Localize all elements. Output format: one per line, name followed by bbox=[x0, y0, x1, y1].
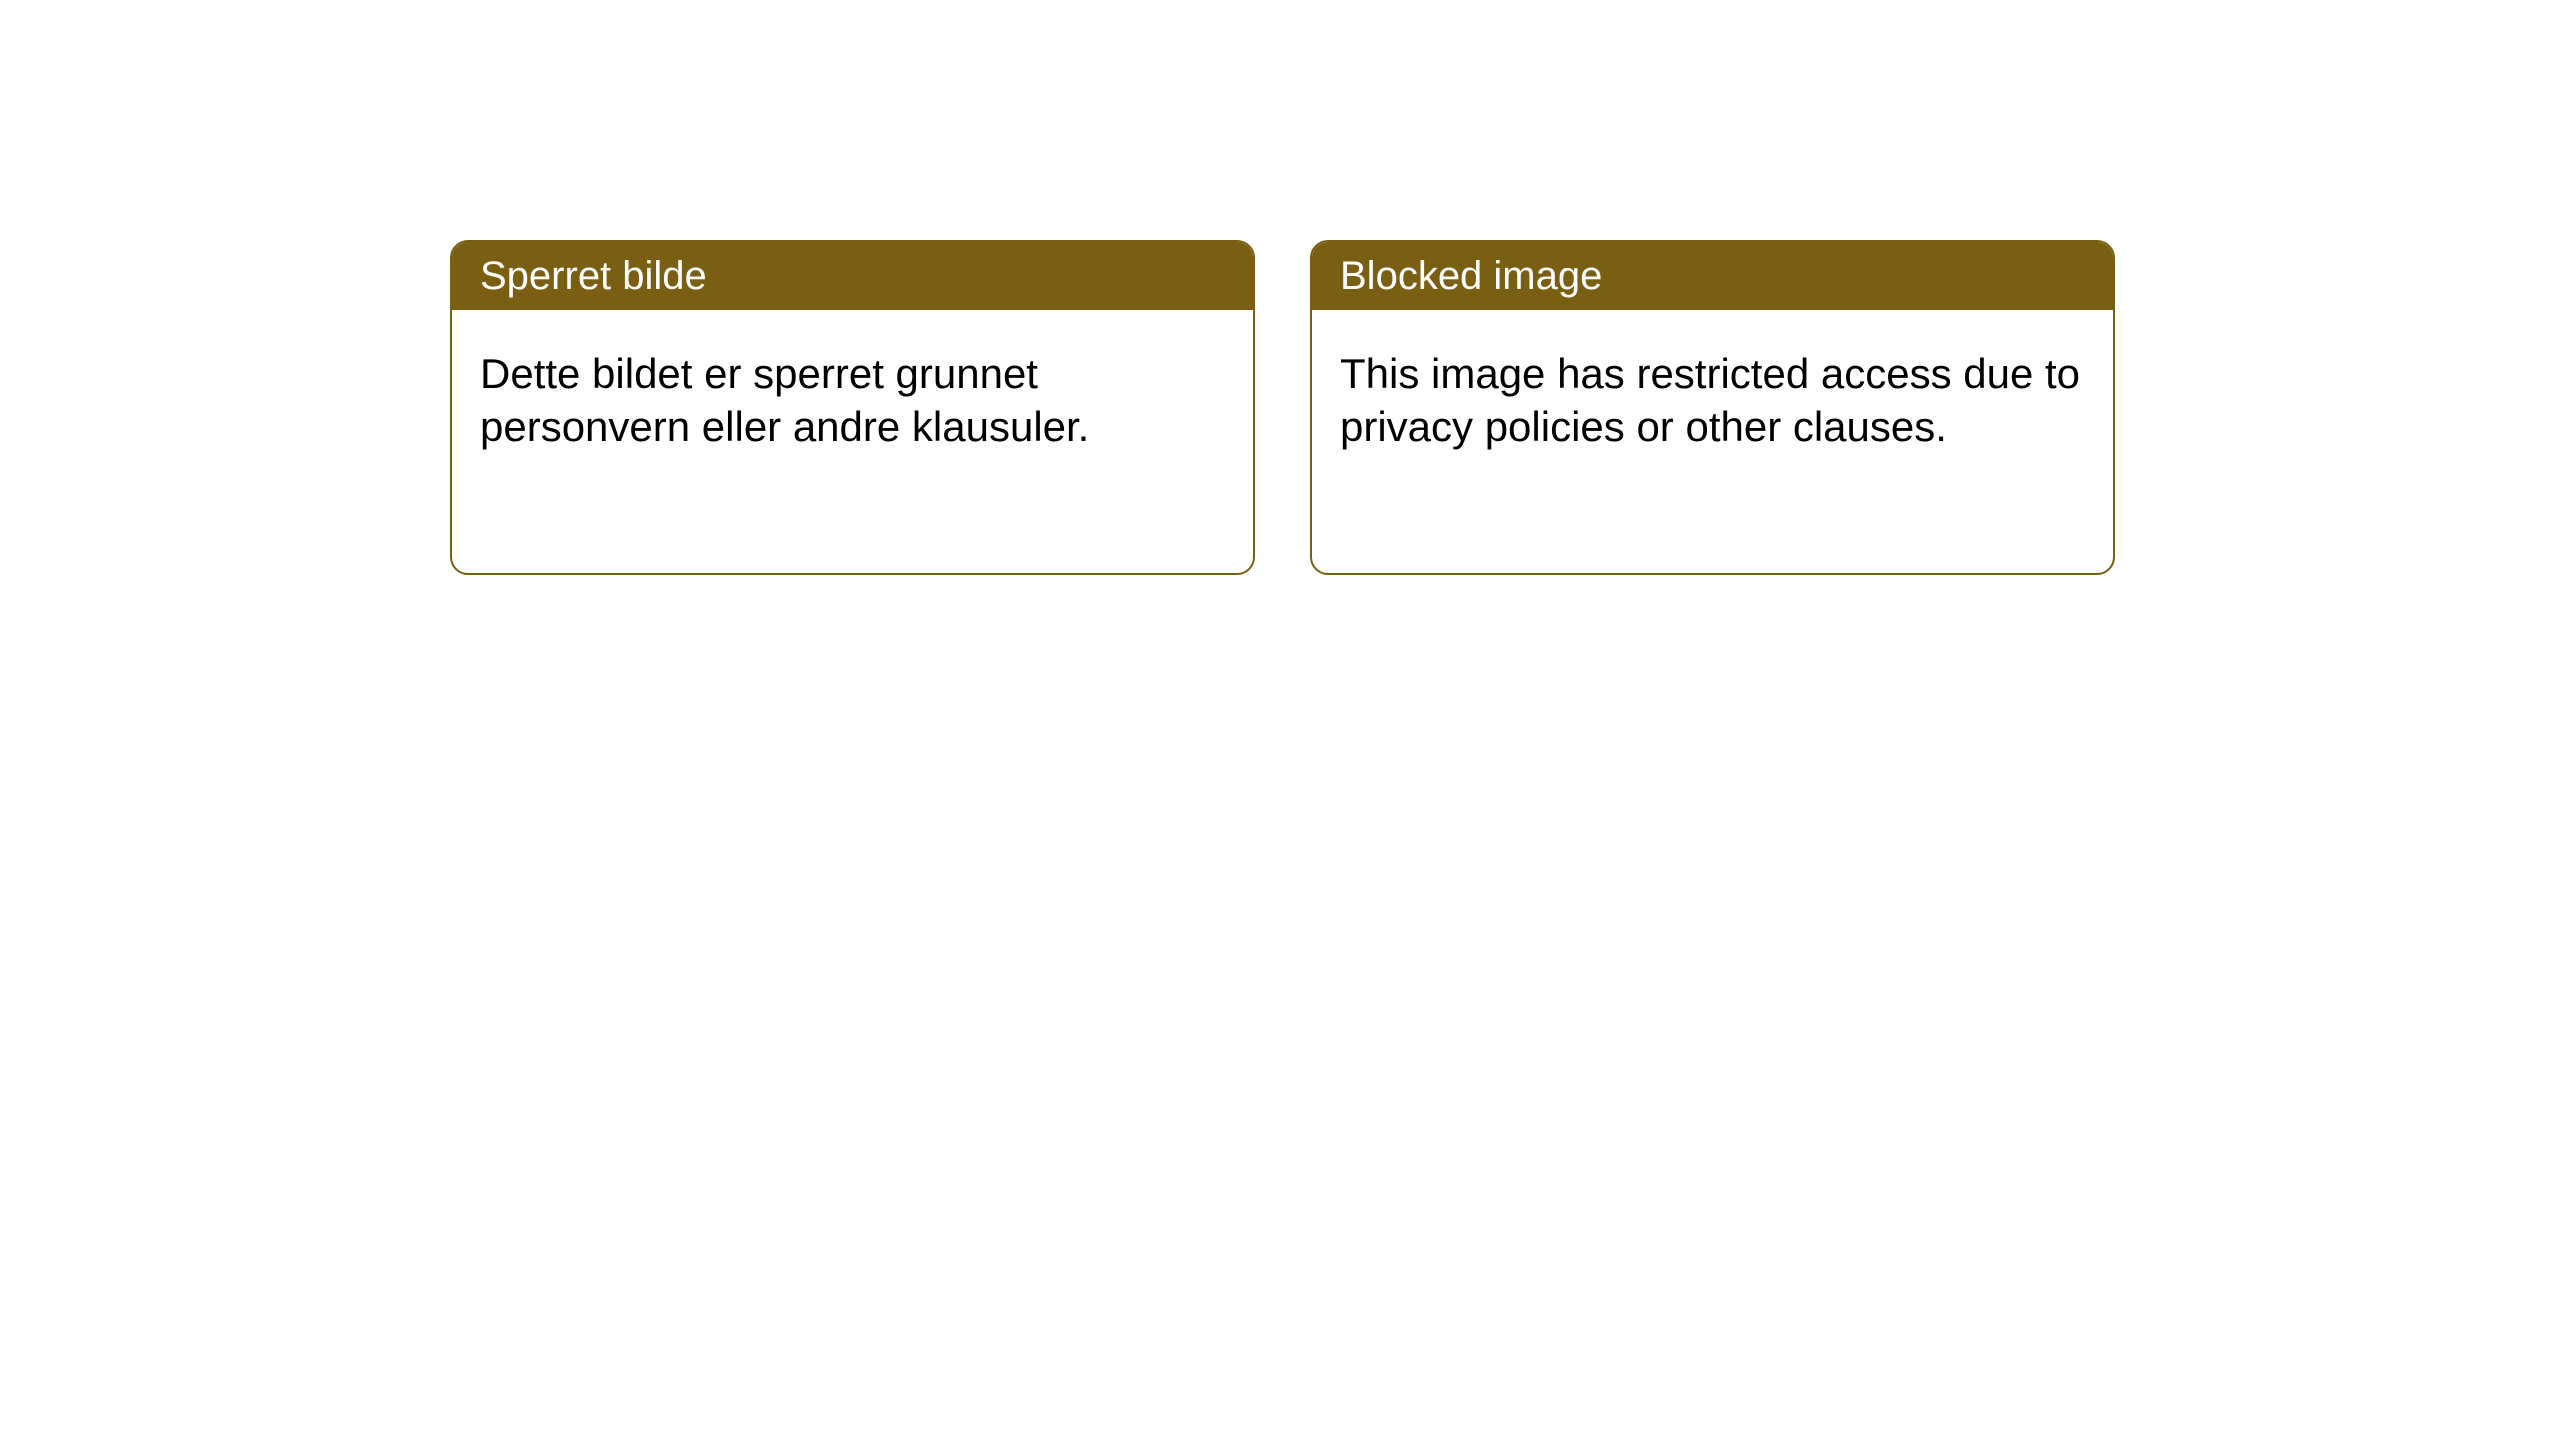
notice-body-english: This image has restricted access due to … bbox=[1312, 310, 2113, 491]
notice-card-english: Blocked image This image has restricted … bbox=[1310, 240, 2115, 575]
notice-title-english: Blocked image bbox=[1312, 242, 2113, 310]
notice-body-norwegian: Dette bildet er sperret grunnet personve… bbox=[452, 310, 1253, 491]
notice-container: Sperret bilde Dette bildet er sperret gr… bbox=[450, 240, 2115, 575]
notice-title-norwegian: Sperret bilde bbox=[452, 242, 1253, 310]
notice-card-norwegian: Sperret bilde Dette bildet er sperret gr… bbox=[450, 240, 1255, 575]
